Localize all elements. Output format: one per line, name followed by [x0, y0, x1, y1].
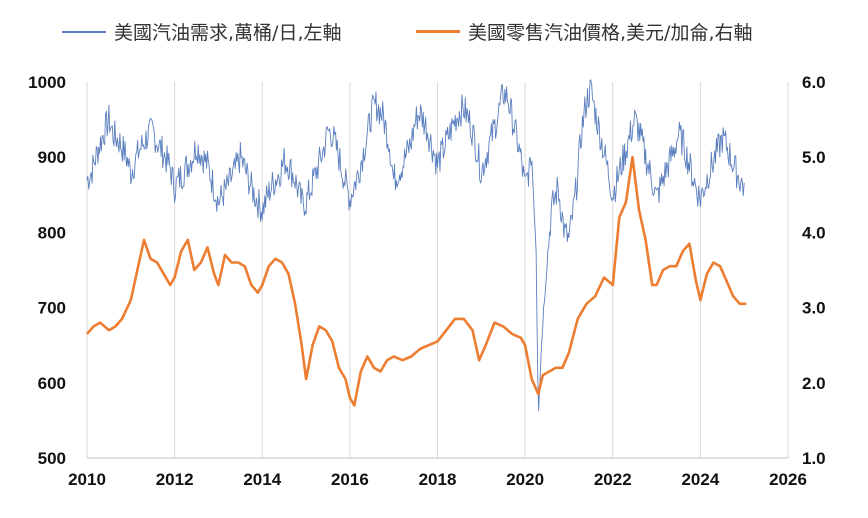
- legend-swatch-price: [416, 30, 460, 33]
- y-right-tick-label: 4.0: [802, 223, 826, 242]
- y-right-tick-label: 1.0: [802, 449, 826, 468]
- y-right-tick-label: 6.0: [802, 73, 826, 92]
- y-right-tick-label: 2.0: [802, 374, 826, 393]
- x-tick-label: 2014: [243, 470, 281, 489]
- y-left-tick-label: 800: [38, 223, 66, 242]
- series-layer: [86, 79, 747, 412]
- x-tick-label: 2012: [156, 470, 194, 489]
- legend: 美國汽油需求,萬桶/日,左軸 美國零售汽油價格,美元/加侖,右軸: [0, 10, 868, 50]
- legend-item-demand: 美國汽油需求,萬桶/日,左軸: [62, 18, 341, 45]
- series-line-demand: [86, 79, 745, 412]
- series-line-price: [86, 155, 747, 407]
- y-right-tick-label: 3.0: [802, 299, 826, 318]
- legend-swatch-demand: [62, 30, 106, 33]
- y-left-tick-label: 600: [38, 374, 66, 393]
- x-tick-label: 2018: [419, 470, 457, 489]
- legend-label-price: 美國零售汽油價格,美元/加侖,右軸: [468, 22, 753, 44]
- vertical-gridlines: [86, 82, 789, 458]
- x-tick-label: 2020: [506, 470, 544, 489]
- y-right-tick-label: 5.0: [802, 148, 826, 167]
- tick-labels: 2010 2012 2014 2016 2018 2020 2022 2024 2026 1000…: [28, 73, 825, 489]
- legend-item-price: 美國零售汽油價格,美元/加侖,右軸: [416, 18, 752, 45]
- x-tick-label: 2022: [594, 470, 632, 489]
- legend-label-demand: 美國汽油需求,萬桶/日,左軸: [114, 22, 342, 44]
- x-tick-label: 2026: [769, 470, 807, 489]
- x-tick-label: 2016: [331, 470, 369, 489]
- y-left-tick-label: 500: [38, 449, 66, 468]
- y-left-tick-label: 900: [38, 148, 66, 167]
- x-tick-label: 2024: [681, 470, 719, 489]
- y-left-tick-label: 1000: [28, 73, 66, 92]
- y-left-tick-label: 700: [38, 299, 66, 318]
- x-tick-label: 2010: [68, 470, 106, 489]
